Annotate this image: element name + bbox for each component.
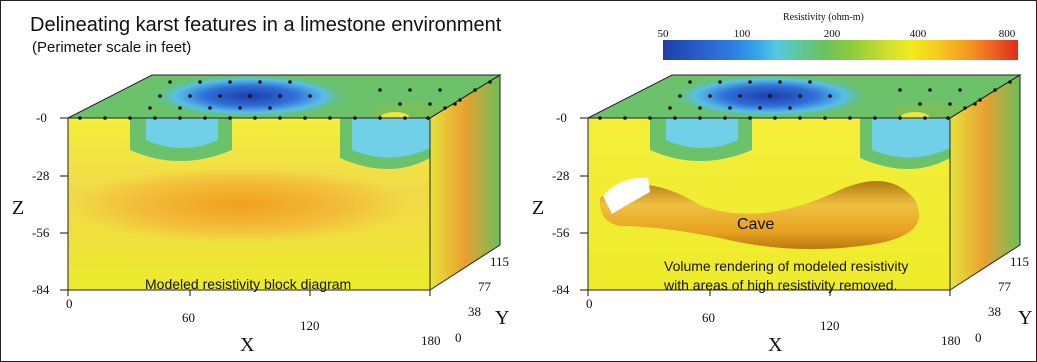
y-axis-label: Y <box>1018 307 1033 329</box>
x-tick-label: 180 <box>941 333 961 348</box>
right-panel-caption-line2: with areas of high resistivity removed. <box>664 277 898 293</box>
resistivity-colorbar <box>663 40 1018 60</box>
figure-subtitle: (Perimeter scale in feet) <box>32 39 192 56</box>
colorbar-tick: 100 <box>733 28 751 40</box>
y-tick-label: 0 <box>975 330 982 345</box>
y-tick-label: 115 <box>490 254 510 269</box>
x-axis-label: X <box>768 334 783 356</box>
x-tick-label: 120 <box>300 318 320 333</box>
right-panel-caption-line1: Volume rendering of modeled resistivity <box>664 258 909 274</box>
z-tick-label: -28 <box>32 168 50 183</box>
y-tick-label: 115 <box>1010 254 1030 269</box>
z-tick-label: -56 <box>32 225 50 240</box>
z-axis-label: Z <box>532 197 545 219</box>
colorbar-tick: 400 <box>909 28 927 40</box>
z-tick-label: -84 <box>32 282 50 297</box>
y-tick-label: 77 <box>478 279 491 294</box>
colorbar-tick: 50 <box>657 28 669 40</box>
figure-title: Delineating karst features in a limeston… <box>30 14 502 36</box>
z-tick-label: -0 <box>36 110 47 125</box>
y-tick-label: 38 <box>988 304 1001 319</box>
left-panel-caption: Modeled resistivity block diagram <box>145 276 352 292</box>
x-tick-label: 120 <box>820 318 840 333</box>
x-tick-label: 0 <box>586 296 593 311</box>
y-axis-label: Y <box>495 307 510 329</box>
z-tick-label: -84 <box>552 282 570 297</box>
y-tick-label: 38 <box>468 304 481 319</box>
y-tick-label: 0 <box>455 330 462 345</box>
colorbar-title: Resistivity (ohm-m) <box>783 12 864 23</box>
colorbar-tick: 200 <box>823 28 841 40</box>
x-axis-label: X <box>240 334 255 356</box>
z-tick-label: -0 <box>556 110 567 125</box>
z-axis-label: Z <box>12 197 25 219</box>
colorbar-tick: 800 <box>998 28 1016 40</box>
x-tick-label: 60 <box>182 310 195 325</box>
x-tick-label: 180 <box>421 333 441 348</box>
cave-label: Cave <box>737 216 775 233</box>
z-tick-label: -56 <box>552 225 570 240</box>
y-tick-label: 77 <box>998 279 1011 294</box>
x-tick-label: 0 <box>66 296 73 311</box>
z-tick-label: -28 <box>552 168 570 183</box>
x-tick-label: 60 <box>702 310 715 325</box>
